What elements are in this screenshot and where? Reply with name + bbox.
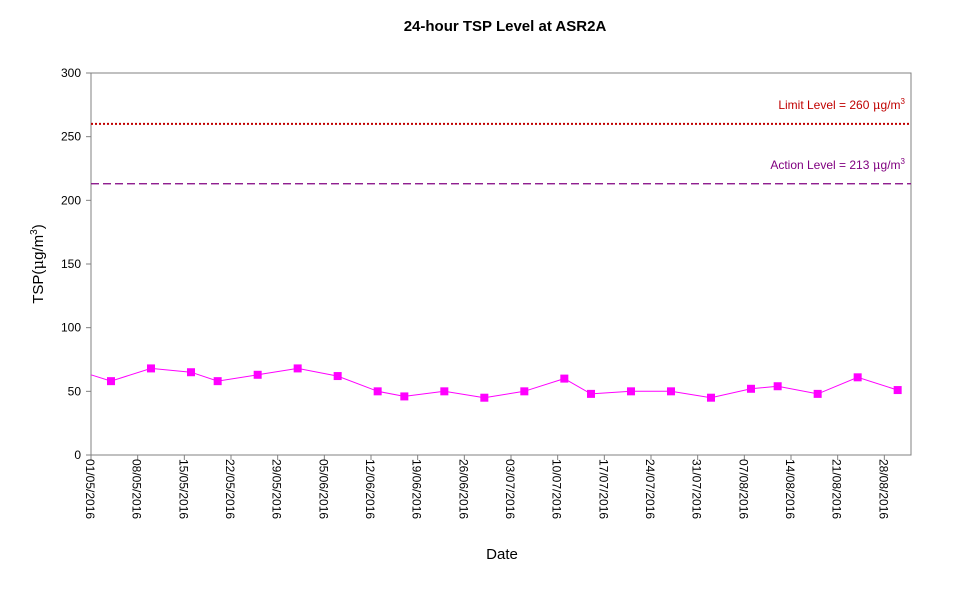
y-tick-label: 0 <box>74 448 81 462</box>
data-point <box>667 387 675 396</box>
y-axis-label-close: ) <box>30 224 47 229</box>
data-point <box>853 373 862 382</box>
x-axis: 01/05/2016 08/05/2016 15/05/2016 22/05/2016… <box>83 455 890 519</box>
y-axis-label-mu: μ <box>29 260 47 270</box>
x-tick-label: 17/07/2016 <box>596 459 610 519</box>
x-tick-label: 24/07/2016 <box>643 459 657 519</box>
y-axis-label-superscript: 3 <box>29 229 40 235</box>
x-tick-label: 26/06/2016 <box>456 459 470 519</box>
reference-line-label-1: Action Level = 213 μg/m3 <box>770 157 905 172</box>
reference-label-superscript: 3 <box>901 157 906 166</box>
x-tick-label: 15/05/2016 <box>176 459 190 519</box>
data-point <box>813 389 822 398</box>
data-point <box>440 387 449 396</box>
y-axis-label-unit: g/m <box>30 235 47 260</box>
x-tick-label: 08/05/2016 <box>130 459 144 519</box>
data-point <box>707 393 715 402</box>
y-axis-label-main: TSP( <box>30 270 47 304</box>
y-tick-label: 300 <box>61 66 81 80</box>
data-point <box>773 382 782 391</box>
data-point <box>747 384 755 393</box>
y-axis: 0 50 100 150 200 250 300 <box>61 66 91 462</box>
chart-title: 24-hour TSP Level at ASR2A <box>404 18 607 35</box>
plot-area <box>90 72 912 456</box>
reference-label-mu: μ <box>873 98 881 112</box>
x-tick-label: 03/07/2016 <box>503 459 517 519</box>
x-axis-label: Date <box>486 546 518 563</box>
data-point <box>147 364 155 373</box>
x-tick-label: 31/07/2016 <box>690 459 704 519</box>
data-point <box>400 392 409 401</box>
data-point <box>587 389 595 398</box>
x-tick-label: 22/05/2016 <box>223 459 237 519</box>
y-tick-label: 200 <box>61 193 81 207</box>
data-point <box>107 377 115 386</box>
series-layer <box>90 364 902 402</box>
x-tick-label: 29/05/2016 <box>270 459 284 519</box>
y-axis-label: TSP(μg/m3) <box>29 224 47 304</box>
x-tick-label: 01/05/2016 <box>83 459 97 519</box>
x-tick-label: 19/06/2016 <box>410 459 424 519</box>
data-point <box>893 386 902 395</box>
reference-label-unit: g/m <box>881 98 901 112</box>
x-tick-label: 21/08/2016 <box>830 459 844 519</box>
x-tick-label: 05/06/2016 <box>316 459 330 519</box>
data-point <box>520 387 529 396</box>
data-point <box>253 370 262 379</box>
x-tick-label: 14/08/2016 <box>783 459 797 519</box>
x-tick-label: 10/07/2016 <box>550 459 564 519</box>
data-point <box>213 377 222 386</box>
x-tick-label: 28/08/2016 <box>876 459 890 519</box>
reference-line-label-0: Limit Level = 260 μg/m3 <box>778 97 905 112</box>
reference-label-main: Limit Level = 260 <box>778 98 872 112</box>
y-tick-label: 100 <box>61 321 81 335</box>
reference-label-unit: g/m <box>881 158 901 172</box>
y-tick-label: 150 <box>61 257 81 271</box>
data-point <box>627 387 635 396</box>
data-point <box>560 374 569 383</box>
x-tick-label: 07/08/2016 <box>736 459 750 519</box>
reference-label-superscript: 3 <box>901 97 906 106</box>
data-point <box>293 364 302 373</box>
x-tick-label: 12/06/2016 <box>363 459 377 519</box>
data-point <box>333 372 342 381</box>
data-point <box>480 393 489 402</box>
reference-label-main: Action Level = 213 <box>770 158 872 172</box>
y-tick-label: 250 <box>61 130 81 144</box>
reference-label-mu: μ <box>873 158 881 172</box>
data-point <box>373 387 382 396</box>
y-tick-label: 50 <box>68 384 82 398</box>
data-point <box>187 368 195 377</box>
